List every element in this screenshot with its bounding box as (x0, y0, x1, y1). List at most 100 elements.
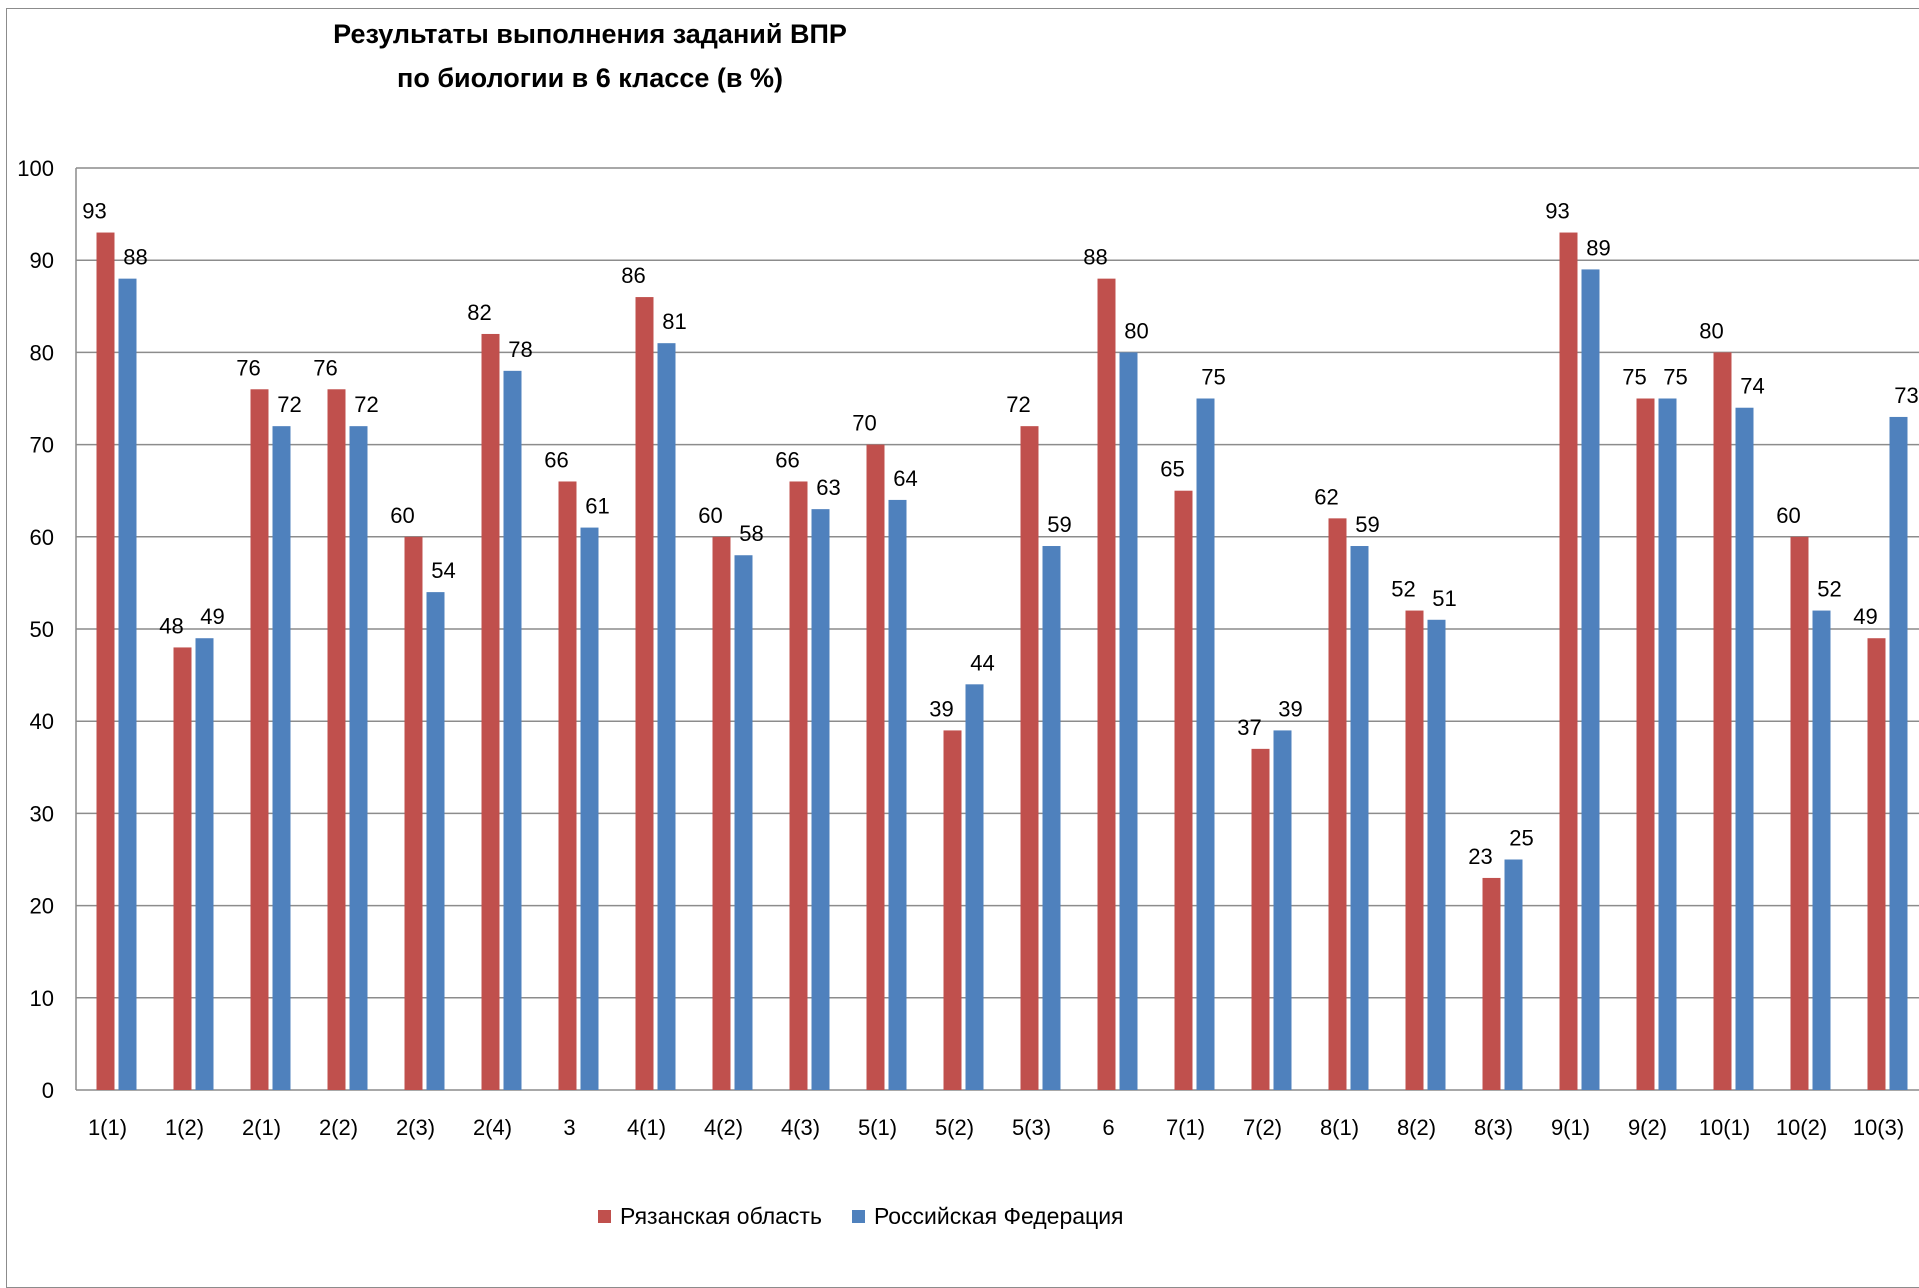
x-tick-label: 8(1) (1320, 1115, 1359, 1140)
bar-series-1 (1790, 536, 1809, 1090)
bar-series-1 (173, 647, 192, 1090)
bar-series-2 (888, 499, 907, 1090)
bar-series-1 (789, 481, 808, 1091)
data-label-series-2: 54 (431, 558, 455, 583)
data-label-series-1: 70 (852, 411, 876, 436)
bar-series-2 (1581, 269, 1600, 1090)
bar-series-1 (943, 730, 962, 1090)
data-label-series-1: 60 (698, 503, 722, 528)
y-tick-label: 0 (42, 1078, 54, 1103)
bar-series-1 (96, 232, 115, 1091)
y-tick-label: 50 (30, 617, 54, 642)
data-label-series-2: 63 (816, 475, 840, 500)
legend-item-series-1: Рязанская область (598, 1203, 822, 1230)
legend-label-series-1: Рязанская область (620, 1202, 822, 1229)
data-label-series-1: 80 (1699, 318, 1723, 343)
data-label-series-1: 72 (1006, 392, 1030, 417)
x-tick-label: 10(3) (1853, 1115, 1904, 1140)
x-tick-label: 10(2) (1776, 1115, 1827, 1140)
x-tick-label: 6 (1102, 1115, 1114, 1140)
data-label-series-2: 49 (200, 604, 224, 629)
data-label-series-1: 62 (1314, 484, 1338, 509)
y-tick-label: 100 (17, 156, 54, 181)
data-label-series-1: 49 (1853, 604, 1877, 629)
y-tick-label: 10 (30, 986, 54, 1011)
x-tick-label: 2(2) (319, 1115, 358, 1140)
gridlines (76, 167, 1919, 1091)
data-label-series-1: 93 (82, 199, 106, 224)
chart-title-block: Результаты выполнения заданий ВПР по био… (0, 12, 1180, 100)
x-tick-label: 7(2) (1243, 1115, 1282, 1140)
data-label-series-1: 76 (236, 355, 260, 380)
legend-label-series-2: Российская Федерация (873, 1202, 1124, 1229)
x-axis: 1(1) 1(2) 2(1) 2(2) 2(3) 2(4) 3 4(1) 4(2) 4(3) 5(1… (88, 1115, 1904, 1140)
legend-item-series-2: Российская Федерация (851, 1202, 1124, 1230)
bar-series-1 (712, 536, 731, 1090)
x-tick-label: 7(1) (1166, 1115, 1205, 1140)
bar-series-1 (1482, 877, 1501, 1090)
bar-series-2 (1735, 407, 1754, 1091)
bar-series-2 (426, 592, 445, 1090)
bar-series-1 (1097, 278, 1116, 1090)
bars (96, 232, 1908, 1091)
chart-area (6, 8, 1919, 1288)
data-label-series-2: 72 (354, 392, 378, 417)
bar-series-1 (1328, 518, 1347, 1090)
data-label-series-1: 48 (159, 613, 183, 638)
y-axis: 0 10 20 30 40 50 60 70 80 90 100 (17, 156, 77, 1103)
data-label-series-1: 93 (1545, 199, 1569, 224)
bar-series-1 (1251, 748, 1270, 1090)
data-label-series-2: 59 (1047, 512, 1071, 537)
x-tick-label: 9(1) (1551, 1115, 1590, 1140)
bar-series-2 (349, 426, 368, 1090)
x-tick-label: 4(3) (781, 1115, 820, 1140)
bar-series-1 (250, 389, 269, 1090)
bar-series-2 (1273, 730, 1292, 1090)
legend: Рязанская область Российская Федерация (598, 1196, 1154, 1236)
bar-series-1 (1405, 610, 1424, 1090)
bar-series-2 (118, 278, 137, 1090)
bar-series-1 (1020, 426, 1039, 1090)
x-tick-label: 8(2) (1397, 1115, 1436, 1140)
data-label-series-2: 51 (1432, 586, 1456, 611)
legend-swatch-series-2 (851, 1209, 865, 1223)
data-label-series-1: 88 (1083, 245, 1107, 270)
x-tick-label: 1(2) (165, 1115, 204, 1140)
bar-series-2 (657, 343, 676, 1090)
x-tick-label: 3 (563, 1115, 575, 1140)
bar-series-2 (195, 638, 214, 1090)
x-tick-label: 5(1) (858, 1115, 897, 1140)
bar-series-2 (1042, 546, 1061, 1090)
y-tick-label: 90 (30, 248, 54, 273)
bar-series-2 (1427, 619, 1446, 1090)
bar-series-2 (965, 684, 984, 1090)
data-label-series-2: 61 (585, 494, 609, 519)
bar-series-1 (1713, 352, 1732, 1090)
data-label-series-1: 76 (313, 355, 337, 380)
x-tick-label: 2(3) (396, 1115, 435, 1140)
chart-subtitle: по биологии в 6 классе (в %) (397, 63, 783, 93)
x-tick-label: 8(3) (1474, 1115, 1513, 1140)
x-tick-label: 1(1) (88, 1115, 127, 1140)
y-tick-label: 30 (30, 801, 54, 826)
x-tick-label: 2(1) (242, 1115, 281, 1140)
x-tick-label: 5(2) (935, 1115, 974, 1140)
x-tick-label: 2(4) (473, 1115, 512, 1140)
data-label-series-2: 80 (1124, 318, 1148, 343)
bar-series-2 (1812, 610, 1831, 1090)
bar-series-2 (272, 426, 291, 1090)
data-label-series-2: 78 (508, 337, 532, 362)
data-label-series-2: 72 (277, 392, 301, 417)
bar-series-2 (503, 370, 522, 1091)
data-label-series-2: 64 (893, 466, 917, 491)
x-tick-label: 10(1) (1699, 1115, 1750, 1140)
data-label-series-1: 65 (1160, 457, 1184, 482)
y-tick-label: 80 (30, 340, 54, 365)
data-label-series-2: 73 (1894, 383, 1918, 408)
data-label-series-2: 44 (970, 650, 994, 675)
bar-series-2 (1889, 416, 1908, 1090)
data-label-series-2: 88 (123, 245, 147, 270)
y-tick-label: 40 (30, 709, 54, 734)
bar-series-2 (580, 527, 599, 1090)
data-label-series-2: 75 (1663, 365, 1687, 390)
